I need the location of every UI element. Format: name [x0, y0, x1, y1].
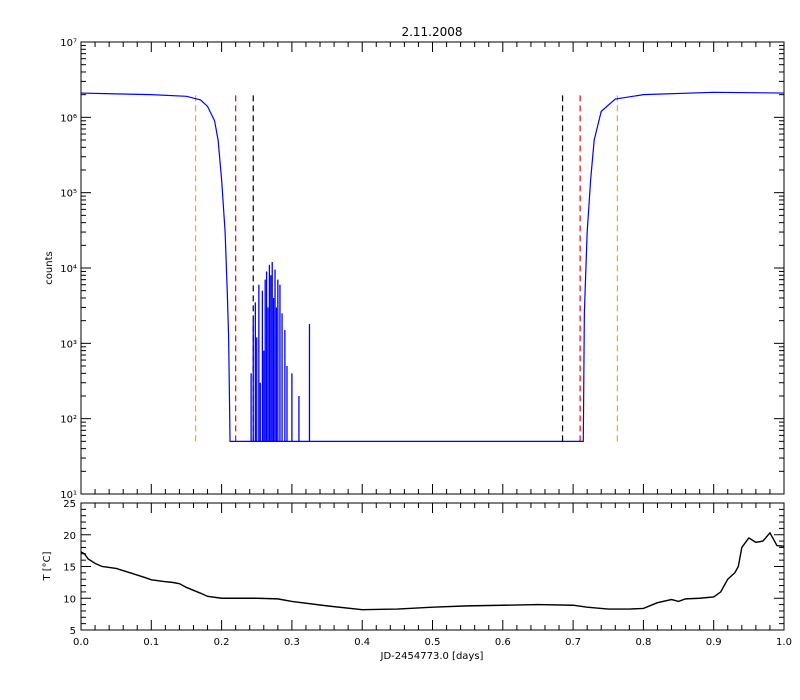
temperature-x-tick-label: 0.8: [635, 637, 651, 648]
temperature-x-tick-label: 0.4: [354, 637, 370, 648]
temperature-axes-frame: [80, 502, 785, 631]
temperature-x-tick-label: 0.2: [214, 637, 230, 648]
counts-axis-ticks: 10¹ 10² 10³ 10⁴ 10⁵ 10⁶ 10⁷: [60, 38, 785, 501]
counts-series-line: [80, 91, 785, 442]
counts-axes-frame: [80, 41, 785, 495]
counts-y-tick-label: 10⁴: [60, 264, 77, 275]
counts-spikes: [250, 262, 311, 442]
temperature-y-tick-label: 25: [63, 499, 76, 510]
counts-panel: 2.11.2008 counts 10¹ 10² 10³ 10⁴ 10⁵ 10⁶ 10⁷: [44, 25, 785, 501]
temperature-axis-ticks: 5 10 15 20 25 0.0 0.1 0.2 0.3 0.4 0.5 0.6 0.7 0.8 0.9 1…: [63, 499, 792, 648]
temperature-y-tick-label: 10: [63, 594, 76, 605]
temperature-x-tick-label: 0.7: [565, 637, 581, 648]
temperature-x-tick-label: 0.3: [284, 637, 300, 648]
x-axis-label: JD-2454773.0 [days]: [380, 651, 484, 662]
counts-y-tick-label: 10¹: [60, 490, 77, 501]
counts-y-tick-label: 10⁶: [60, 113, 77, 124]
temperature-y-axis-label: T [°C]: [42, 551, 53, 581]
temperature-y-tick-label: 15: [63, 563, 76, 574]
chart-title: 2.11.2008: [401, 25, 462, 39]
temperature-x-tick-label: 0.9: [706, 637, 722, 648]
counts-y-tick-label: 10³: [60, 339, 77, 350]
temperature-x-tick-label: 0.1: [143, 637, 159, 648]
temperature-y-tick-label: 5: [70, 626, 76, 637]
counts-y-tick-label: 10⁷: [60, 38, 77, 49]
temperature-x-tick-label: 0.0: [73, 637, 89, 648]
counts-y-tick-label: 10²: [60, 415, 77, 426]
temperature-x-tick-label: 1.0: [776, 637, 792, 648]
temperature-y-tick-label: 20: [63, 531, 76, 542]
counts-reference-lines: [194, 94, 618, 442]
temperature-x-tick-label: 0.5: [425, 637, 441, 648]
counts-y-axis-label: counts: [44, 251, 55, 284]
counts-y-tick-label: 10⁵: [60, 189, 77, 200]
temperature-x-tick-label: 0.6: [495, 637, 511, 648]
temperature-panel: T [°C] JD-2454773.0 [days] 5 10 15 20 25 0.0 0…: [42, 499, 792, 662]
temperature-series-line: [80, 531, 785, 611]
